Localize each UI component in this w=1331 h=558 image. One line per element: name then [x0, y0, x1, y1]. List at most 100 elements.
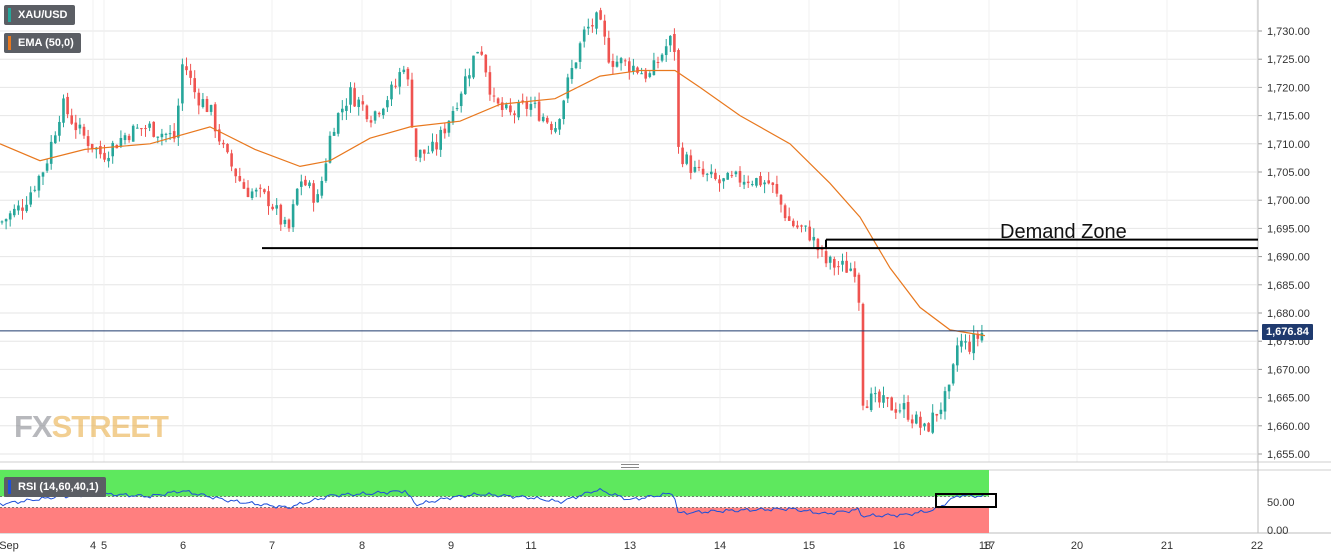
price-tick-label: 1,715.00 — [1267, 111, 1310, 123]
candle-body — [890, 397, 893, 411]
candle-body — [632, 65, 635, 72]
candle-body — [82, 126, 86, 136]
candle-body — [201, 99, 205, 107]
candle-body — [259, 187, 262, 189]
candle-body — [160, 133, 164, 138]
candle-body — [308, 182, 311, 187]
x-tick-label: 14 — [714, 540, 726, 552]
candle-body — [484, 54, 488, 73]
candle-body — [254, 189, 258, 192]
price-tick-label: 1,720.00 — [1267, 82, 1310, 94]
candle-body — [123, 135, 127, 141]
candle-body — [718, 179, 721, 184]
candle-body — [587, 26, 590, 29]
candle-body — [181, 64, 184, 104]
x-tick-label: 13 — [624, 540, 636, 552]
candle-body — [730, 175, 734, 177]
candle-body — [960, 340, 963, 347]
candle-body — [541, 116, 545, 122]
candle-body — [287, 219, 291, 229]
x-tick-label: 20 — [1071, 540, 1083, 552]
candle-body — [554, 128, 557, 132]
candle-body — [205, 98, 209, 112]
candle-body — [148, 123, 151, 128]
rsi-label: RSI (14,60,40,1) — [18, 481, 99, 493]
ema-line — [0, 69, 986, 337]
candle-body — [956, 345, 959, 366]
candle-body — [976, 333, 980, 339]
candle-body — [17, 205, 20, 211]
candle-body — [681, 147, 684, 165]
candle-body — [283, 219, 287, 225]
candle-body — [423, 149, 426, 154]
candle-body — [837, 266, 840, 268]
candle-body — [250, 191, 254, 198]
candle-body — [131, 125, 135, 142]
candle-body — [623, 60, 627, 62]
candle-body — [652, 60, 656, 76]
candle-body — [562, 100, 565, 120]
candle-body — [964, 341, 967, 343]
price-tick-label: 1,655.00 — [1267, 449, 1310, 461]
candle-body — [980, 332, 984, 341]
candle-body — [673, 33, 676, 52]
symbol-tag[interactable]: XAU/USD — [4, 5, 75, 25]
candle-body — [566, 77, 570, 99]
candle-body — [574, 62, 578, 69]
candle-body — [857, 274, 861, 303]
ema-swatch — [8, 36, 11, 50]
candle-body — [878, 391, 881, 403]
candle-body — [402, 69, 406, 73]
price-tick-label: 1,665.00 — [1267, 393, 1310, 405]
candle-body — [86, 136, 90, 146]
candle-body — [41, 172, 45, 177]
candle-body — [476, 51, 479, 54]
candle-body — [787, 216, 791, 221]
candle-body — [509, 105, 512, 113]
candle-body — [710, 171, 713, 175]
candle-body — [447, 120, 451, 133]
candle-body — [152, 121, 155, 137]
candle-body — [234, 168, 237, 177]
candle-body — [193, 78, 196, 93]
candle-body — [812, 236, 816, 241]
candle-body — [816, 238, 820, 251]
ema-tag[interactable]: EMA (50,0) — [4, 33, 81, 53]
candle-body — [459, 93, 463, 107]
rsi-highlight-box — [935, 493, 997, 508]
candle-body — [894, 409, 898, 413]
price-tick-label: 1,700.00 — [1267, 195, 1310, 207]
candle-body — [677, 50, 680, 147]
candle-body — [291, 204, 295, 228]
candle-body — [898, 410, 902, 412]
candle-body — [947, 384, 951, 392]
candle-body — [783, 205, 787, 219]
candle-body — [168, 133, 172, 135]
candle-body — [648, 73, 652, 77]
candle-body — [603, 20, 606, 37]
candle-body — [513, 113, 516, 116]
x-tick-label: 17 — [983, 540, 995, 552]
candle-body — [242, 182, 246, 189]
candle-body — [54, 135, 57, 144]
pane-resize-handle — [621, 467, 639, 468]
candle-body — [792, 220, 795, 227]
candle-body — [796, 225, 799, 228]
candle-body — [923, 423, 926, 427]
candle-body — [398, 72, 401, 87]
candle-body — [492, 95, 496, 97]
candle-body — [951, 364, 955, 384]
candle-body — [369, 120, 373, 123]
candle-body — [570, 68, 574, 80]
candle-body — [455, 108, 459, 110]
price-tick-label: 1,660.00 — [1267, 421, 1310, 433]
candle-body — [103, 152, 106, 160]
candle-body — [373, 111, 377, 121]
candle-body — [943, 391, 947, 412]
candle-body — [37, 175, 41, 191]
candle-body — [361, 101, 365, 105]
candle-body — [660, 54, 664, 61]
candle-body — [874, 393, 877, 395]
rsi-tag[interactable]: RSI (14,60,40,1) — [4, 477, 106, 497]
